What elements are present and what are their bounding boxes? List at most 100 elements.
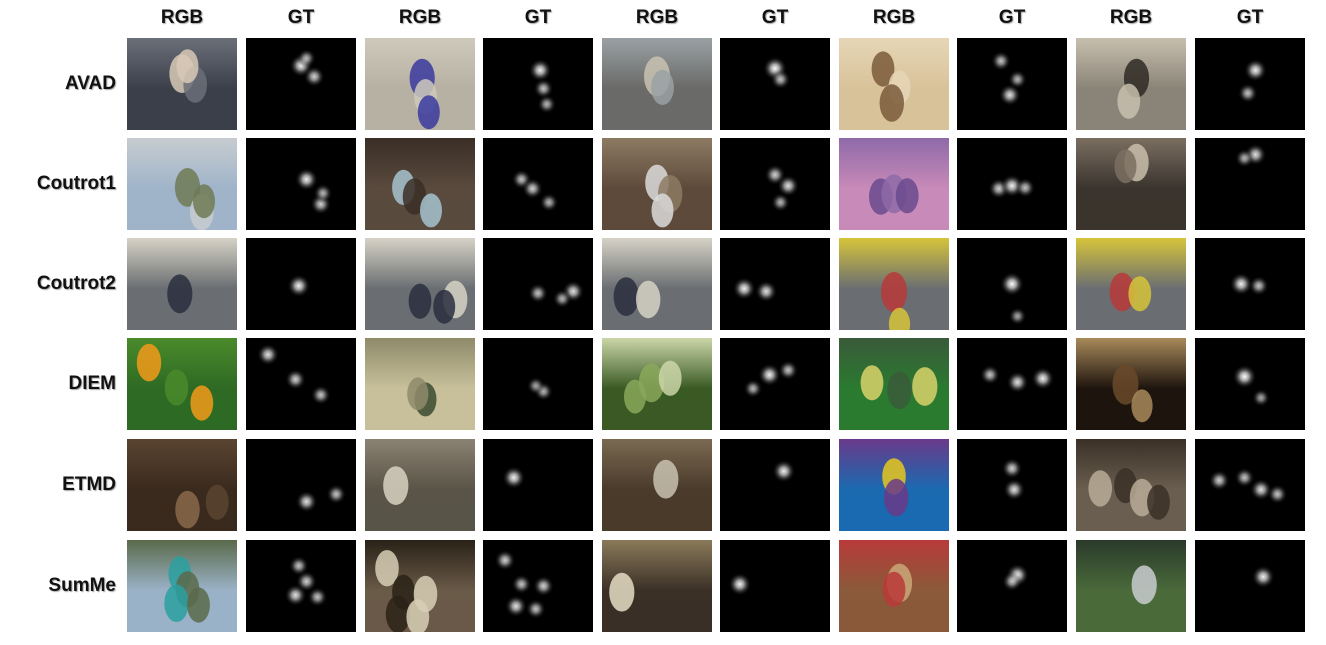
rgb-frame xyxy=(602,138,712,230)
scene-object xyxy=(205,484,229,520)
scene-object xyxy=(912,367,938,406)
scene-object xyxy=(613,277,639,316)
scene-object xyxy=(882,571,906,607)
fixation-blob xyxy=(743,379,763,399)
rgb-frame xyxy=(839,238,949,330)
scene-object xyxy=(636,280,661,319)
scene-object xyxy=(375,550,399,587)
fixation-blob xyxy=(778,360,799,381)
column-header-rgb: RGB xyxy=(635,7,679,28)
gt-saliency-map xyxy=(483,439,593,531)
row-label-coutrot2: Coutrot2 xyxy=(36,273,116,294)
fixation-blob xyxy=(1267,484,1288,505)
fixation-blob xyxy=(1229,272,1253,296)
rgb-frame xyxy=(127,138,237,230)
fixation-blob xyxy=(295,490,318,513)
scene-object xyxy=(1088,470,1112,507)
column-header-gt: GT xyxy=(998,7,1026,28)
fixation-blob xyxy=(297,48,316,68)
fixation-blob xyxy=(1002,571,1022,592)
scene-object xyxy=(408,283,432,319)
scene-object xyxy=(193,184,215,219)
scene-object xyxy=(1109,272,1135,312)
gt-saliency-map xyxy=(246,138,356,230)
scene-object xyxy=(1131,389,1153,423)
fixation-blob xyxy=(552,289,572,309)
gt-saliency-map xyxy=(720,338,830,430)
gt-saliency-map xyxy=(483,540,593,632)
fixation-blob xyxy=(1234,467,1255,488)
fixation-blob xyxy=(1252,388,1270,407)
rgb-frame xyxy=(839,138,949,230)
fixation-blob xyxy=(1250,478,1272,501)
fixation-blob xyxy=(770,69,791,90)
scene-object xyxy=(1131,565,1157,605)
rgb-frame xyxy=(127,439,237,531)
fixation-blob xyxy=(1251,565,1275,589)
gt-saliency-map xyxy=(720,238,830,330)
scene-object xyxy=(651,69,674,105)
gt-saliency-map xyxy=(720,138,830,230)
rgb-frame xyxy=(839,439,949,531)
scene-object xyxy=(417,95,440,130)
gt-saliency-map xyxy=(1195,439,1305,531)
row-label-coutrot1: Coutrot1 xyxy=(36,173,116,194)
fixation-blob xyxy=(980,364,1000,385)
column-header-rgb: RGB xyxy=(872,7,916,28)
fixation-blob xyxy=(288,555,309,576)
fixation-blob xyxy=(758,363,781,387)
rgb-frame xyxy=(1076,540,1186,632)
fixation-blob xyxy=(732,277,756,301)
scene-object xyxy=(406,599,430,632)
column-header-gt: GT xyxy=(287,7,315,28)
scene-object xyxy=(383,466,409,505)
rgb-frame xyxy=(839,38,949,130)
rgb-frame xyxy=(602,439,712,531)
scene-object xyxy=(888,307,911,330)
scene-object xyxy=(407,377,429,411)
gt-saliency-map xyxy=(246,338,356,430)
fixation-blob xyxy=(287,274,311,298)
fixation-blob xyxy=(1000,272,1024,296)
fixation-blob xyxy=(303,66,325,88)
gt-saliency-map xyxy=(483,238,593,330)
gt-saliency-map xyxy=(720,540,830,632)
gt-saliency-map xyxy=(1195,540,1305,632)
scene-object xyxy=(884,478,909,517)
column-header-rgb: RGB xyxy=(398,7,442,28)
gt-saliency-map xyxy=(1195,38,1305,130)
fixation-blob xyxy=(998,84,1021,106)
fixation-blob xyxy=(526,376,545,395)
scene-object xyxy=(653,459,679,499)
column-header-rgb: RGB xyxy=(160,7,204,28)
gt-saliency-map xyxy=(957,439,1067,531)
rgb-frame xyxy=(1076,238,1186,330)
fixation-blob xyxy=(777,174,800,197)
gt-saliency-map xyxy=(1195,138,1305,230)
gt-saliency-map xyxy=(1195,338,1305,430)
rgb-frame xyxy=(127,540,237,632)
gt-saliency-map xyxy=(246,38,356,130)
fixation-blob xyxy=(1235,148,1254,168)
fixation-blob xyxy=(284,584,307,607)
gt-saliency-map xyxy=(246,439,356,531)
rgb-frame xyxy=(365,540,475,632)
row-label-etmd: ETMD xyxy=(62,474,116,495)
rgb-frame xyxy=(365,138,475,230)
rgb-frame xyxy=(127,238,237,330)
scene-object xyxy=(860,365,884,401)
gt-saliency-map xyxy=(957,138,1067,230)
scene-object xyxy=(187,587,210,623)
rgb-frame xyxy=(365,439,475,531)
column-header-gt: GT xyxy=(761,7,789,28)
fixation-blob xyxy=(728,572,752,596)
fixation-blob xyxy=(525,599,546,619)
fixation-blob xyxy=(1208,469,1230,491)
fixation-blob xyxy=(1015,177,1036,198)
scene-object xyxy=(1128,276,1152,312)
column-header-gt: GT xyxy=(1236,7,1264,28)
rgb-frame xyxy=(365,238,475,330)
fixation-blob xyxy=(1008,307,1027,326)
gt-saliency-map xyxy=(957,238,1067,330)
scene-object xyxy=(895,178,919,214)
